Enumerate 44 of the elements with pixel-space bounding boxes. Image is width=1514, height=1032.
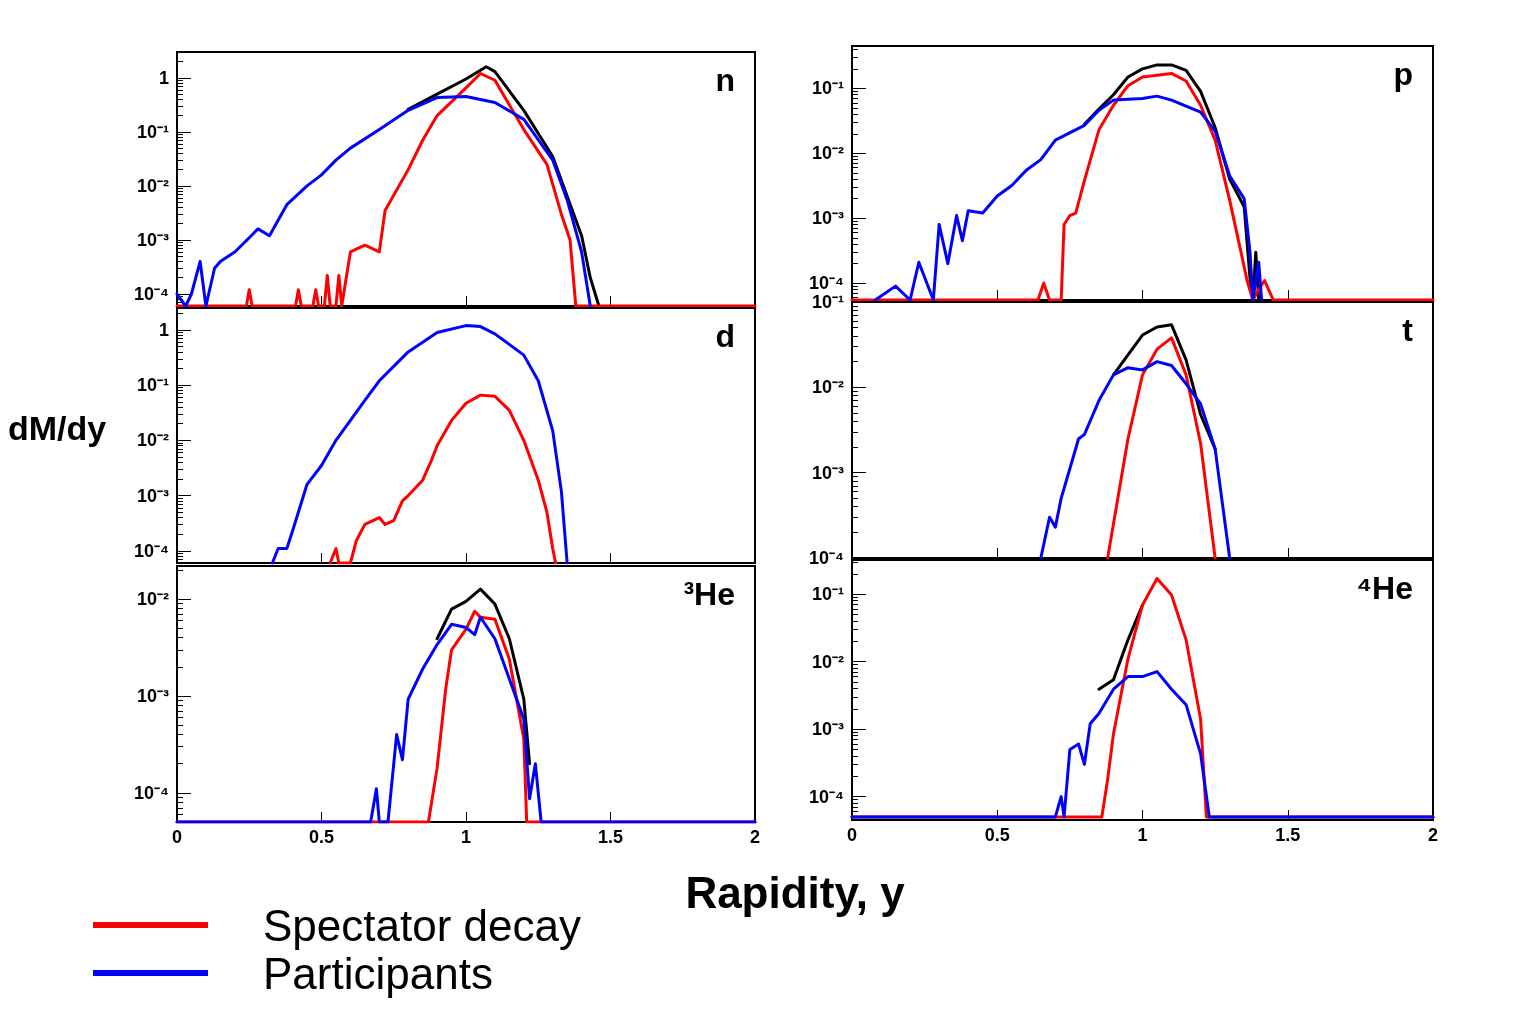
x-tick-label: 0.5 (308, 827, 335, 847)
y-tick-label: 10⁻¹ (811, 78, 845, 99)
y-tick-label: 10⁻¹ (136, 121, 170, 142)
x-tick-label: 1 (460, 827, 472, 847)
x-tick-label: 1 (1137, 825, 1148, 845)
y-tick-label: 10⁻² (136, 175, 170, 196)
y-tick-label: 10⁻⁴ (134, 782, 169, 803)
x-tick-label: 0 (846, 825, 858, 845)
y-tick-label: 10⁻⁴ (134, 284, 169, 305)
y-tick-label: 10⁻¹ (811, 584, 845, 605)
legend-label: Spectator decay (263, 900, 581, 950)
x-tick-label: 1.5 (1275, 825, 1301, 845)
y-tick-label: 10⁻² (811, 377, 845, 398)
y-tick-label: 10⁻⁴ (809, 273, 844, 294)
chart-title: t (1402, 312, 1414, 348)
x-tick-label: 0.5 (984, 825, 1010, 845)
y-tick-label: 10⁻³ (136, 485, 170, 506)
y-tick-label: 10⁻² (811, 143, 845, 164)
chart-title: p (1393, 56, 1413, 92)
y-tick-label: 10⁻³ (811, 208, 845, 229)
y-tick-label: 10⁻¹ (136, 375, 170, 396)
y-tick-label: 10⁻² (811, 651, 845, 672)
y-tick-label: 10⁻³ (811, 719, 845, 740)
x-axis-title: Rapidity, y (684, 868, 906, 918)
y-tick-label: 10⁻² (136, 430, 170, 451)
y-tick-label: 1 (158, 67, 169, 88)
y-tick-label: 1 (158, 319, 169, 340)
x-tick-label: 0 (171, 827, 183, 847)
chart-title: ³He (683, 576, 735, 612)
y-tick-label: 10⁻³ (136, 686, 170, 706)
chart-title: n (715, 62, 735, 98)
y-axis-title: dM/dy (8, 408, 107, 448)
y-tick-label: 10⁻³ (136, 229, 170, 250)
x-tick-label: 2 (749, 827, 761, 847)
x-tick-label: 2 (1427, 825, 1439, 845)
y-tick-label: 10⁻¹ (811, 292, 845, 312)
y-tick-label: 10⁻³ (811, 462, 845, 483)
x-tick-label: 1.5 (597, 827, 624, 847)
chart-title: d (715, 318, 735, 354)
y-tick-label: 10⁻⁴ (134, 540, 169, 561)
y-tick-label: 10⁻² (136, 589, 170, 610)
y-tick-label: 10⁻⁴ (809, 548, 844, 568)
y-tick-label: 10⁻⁴ (809, 786, 844, 807)
chart-title: ⁴He (1356, 570, 1413, 606)
